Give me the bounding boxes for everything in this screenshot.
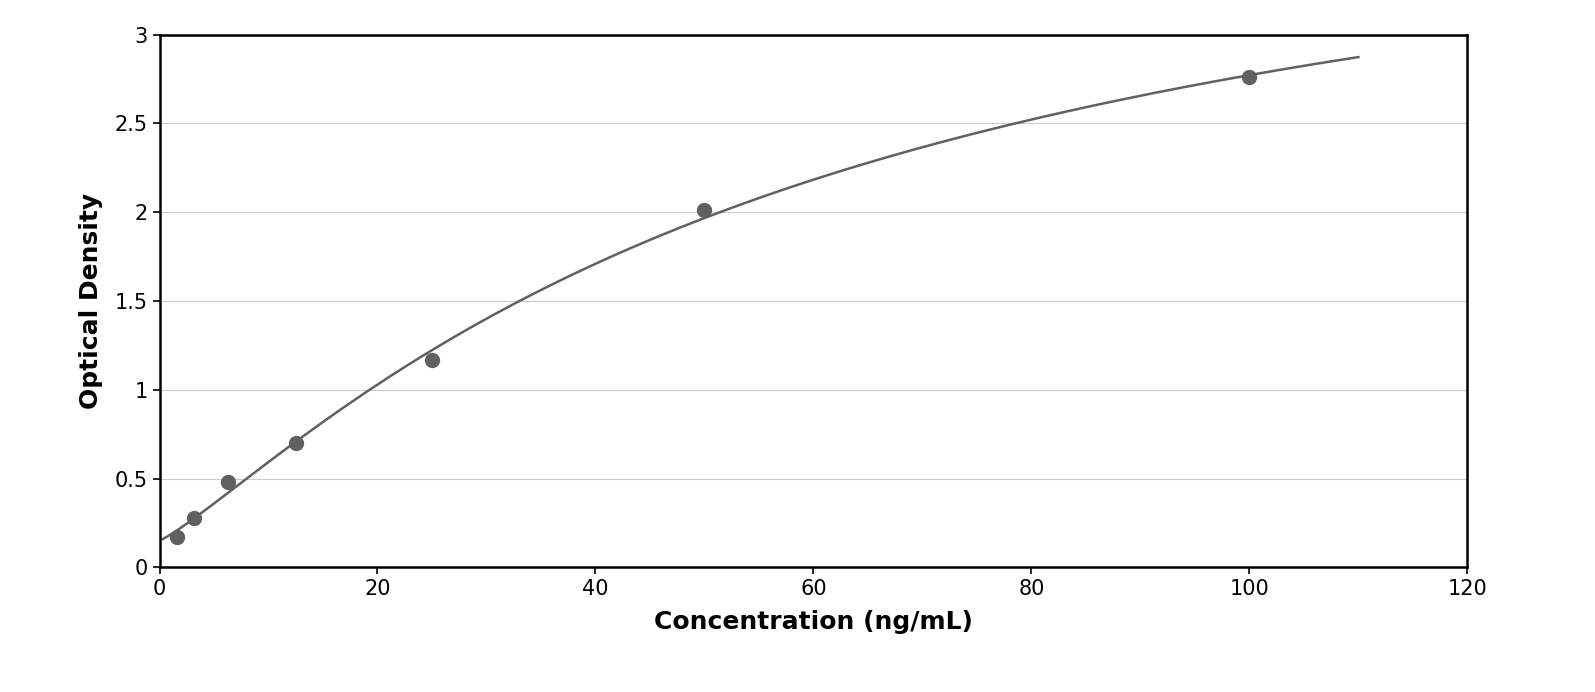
Point	[215, 477, 241, 488]
X-axis label: Concentration (ng/mL): Concentration (ng/mL)	[654, 610, 973, 635]
Point	[180, 512, 206, 523]
Y-axis label: Optical Density: Optical Density	[80, 193, 104, 409]
Point	[282, 437, 308, 448]
Point	[692, 205, 718, 216]
Point	[1236, 72, 1262, 83]
Point	[419, 354, 445, 365]
Point	[164, 531, 190, 543]
